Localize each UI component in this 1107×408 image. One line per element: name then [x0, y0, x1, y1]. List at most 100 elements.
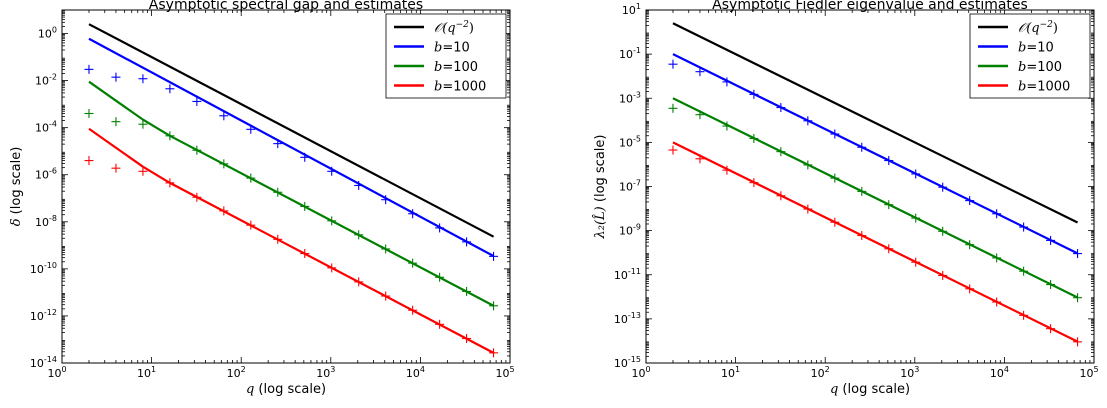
data-point	[668, 59, 678, 69]
y-tick-label: 10-5	[619, 134, 641, 149]
data-point	[1046, 324, 1056, 334]
data-point	[830, 217, 840, 227]
x-axis-ticks: 100 101 102 103 104 105	[631, 10, 1099, 380]
y-tick-label: 10-4	[35, 120, 57, 135]
x-axis-ticks: 100 101 102 103 104 105	[47, 10, 515, 380]
series-line-3	[672, 141, 1079, 343]
legend: 𝒪(q−2) b=10 b=100 b=1000	[385, 13, 507, 99]
data-point	[408, 209, 418, 219]
data-point	[668, 103, 678, 113]
data-point	[992, 253, 1002, 263]
y-tick-label: 10-13	[614, 311, 641, 326]
data-point	[381, 291, 391, 301]
data-point	[435, 319, 445, 329]
data-point	[327, 216, 337, 226]
legend-label: b=1000	[1018, 80, 1070, 95]
data-point	[938, 182, 948, 192]
series-line-2	[88, 80, 495, 307]
data-point	[192, 192, 202, 202]
legend-label: 𝒪(q−2)	[1018, 20, 1058, 36]
data-point	[668, 145, 678, 155]
chart-1: Asymptotic Fiedler eigenvalue and estima…	[592, 0, 1099, 397]
data-point	[830, 129, 840, 139]
data-point	[489, 301, 499, 311]
data-point	[695, 110, 705, 120]
data-point	[300, 152, 310, 162]
x-tick-label: 100	[631, 365, 650, 380]
data-point	[327, 166, 337, 176]
data-point	[776, 147, 786, 157]
y-axis-ticks: 100 10-2 10-4 10-6 10-8 10-10 10-12 10-14	[30, 10, 510, 370]
legend-label: b=1000	[434, 80, 486, 95]
data-point	[965, 196, 975, 206]
data-point	[381, 244, 391, 254]
legend-label: b=100	[1018, 60, 1062, 75]
y-tick-label: 10-12	[30, 308, 57, 323]
data-point	[273, 234, 283, 244]
data-point	[84, 64, 94, 74]
data-point	[884, 156, 894, 166]
data-point	[138, 166, 148, 176]
x-tick-label: 100	[47, 365, 66, 380]
legend-entry: b=1000	[978, 80, 1070, 95]
data-point	[165, 84, 175, 94]
legend-label: b=10	[434, 41, 470, 56]
data-point	[776, 191, 786, 201]
data-point	[435, 223, 445, 233]
x-tick-label: 102	[227, 365, 246, 380]
data-point	[1019, 310, 1029, 320]
data-point	[165, 131, 175, 141]
data-point	[938, 270, 948, 280]
data-point	[1073, 293, 1083, 303]
plot-area	[668, 22, 1083, 347]
x-axis-label: q (log scale)	[830, 382, 910, 397]
data-point	[462, 237, 472, 247]
data-point	[165, 178, 175, 188]
data-point	[911, 257, 921, 267]
legend-entry: b=1000	[394, 80, 486, 95]
y-tick-label: 101	[622, 2, 641, 17]
x-axis-label: q (log scale)	[246, 382, 326, 397]
legend-label: b=10	[1018, 41, 1054, 56]
series-line-3	[88, 127, 495, 354]
legend-entry: b=10	[394, 41, 470, 56]
legend-entry: b=100	[394, 60, 478, 75]
data-point	[462, 333, 472, 343]
data-point	[111, 72, 121, 82]
y-tick-label: 10-8	[35, 214, 57, 229]
data-point	[192, 145, 202, 155]
plot-frame	[61, 9, 511, 364]
data-point	[884, 244, 894, 254]
data-point	[830, 173, 840, 183]
data-point	[992, 209, 1002, 219]
data-point	[354, 180, 364, 190]
data-point	[1073, 337, 1083, 347]
data-point	[273, 139, 283, 149]
data-point	[722, 165, 732, 175]
y-axis-ticks: 101 10-1 10-3 10-5 10-7 10-9 10-11 10-13 10-15	[614, 2, 1094, 370]
x-tick-label: 102	[811, 365, 830, 380]
data-point	[219, 159, 229, 169]
data-point	[1019, 266, 1029, 276]
plot-area	[84, 23, 499, 358]
data-point	[219, 206, 229, 216]
data-point	[435, 272, 445, 282]
data-point	[273, 187, 283, 197]
data-point	[938, 226, 948, 236]
x-tick-label: 105	[1079, 365, 1098, 380]
y-tick-label: 10-3	[619, 90, 641, 105]
data-point	[884, 200, 894, 210]
y-tick-label: 10-11	[614, 267, 641, 282]
data-point	[138, 119, 148, 129]
data-point	[695, 154, 705, 164]
data-point	[776, 103, 786, 113]
legend-entry: 𝒪(q−2)	[978, 20, 1058, 36]
x-tick-label: 105	[495, 365, 514, 380]
y-tick-label: 10-9	[619, 223, 641, 238]
data-point	[722, 77, 732, 87]
data-point	[192, 96, 202, 106]
data-point	[354, 230, 364, 240]
data-point	[911, 169, 921, 179]
data-point	[695, 67, 705, 77]
